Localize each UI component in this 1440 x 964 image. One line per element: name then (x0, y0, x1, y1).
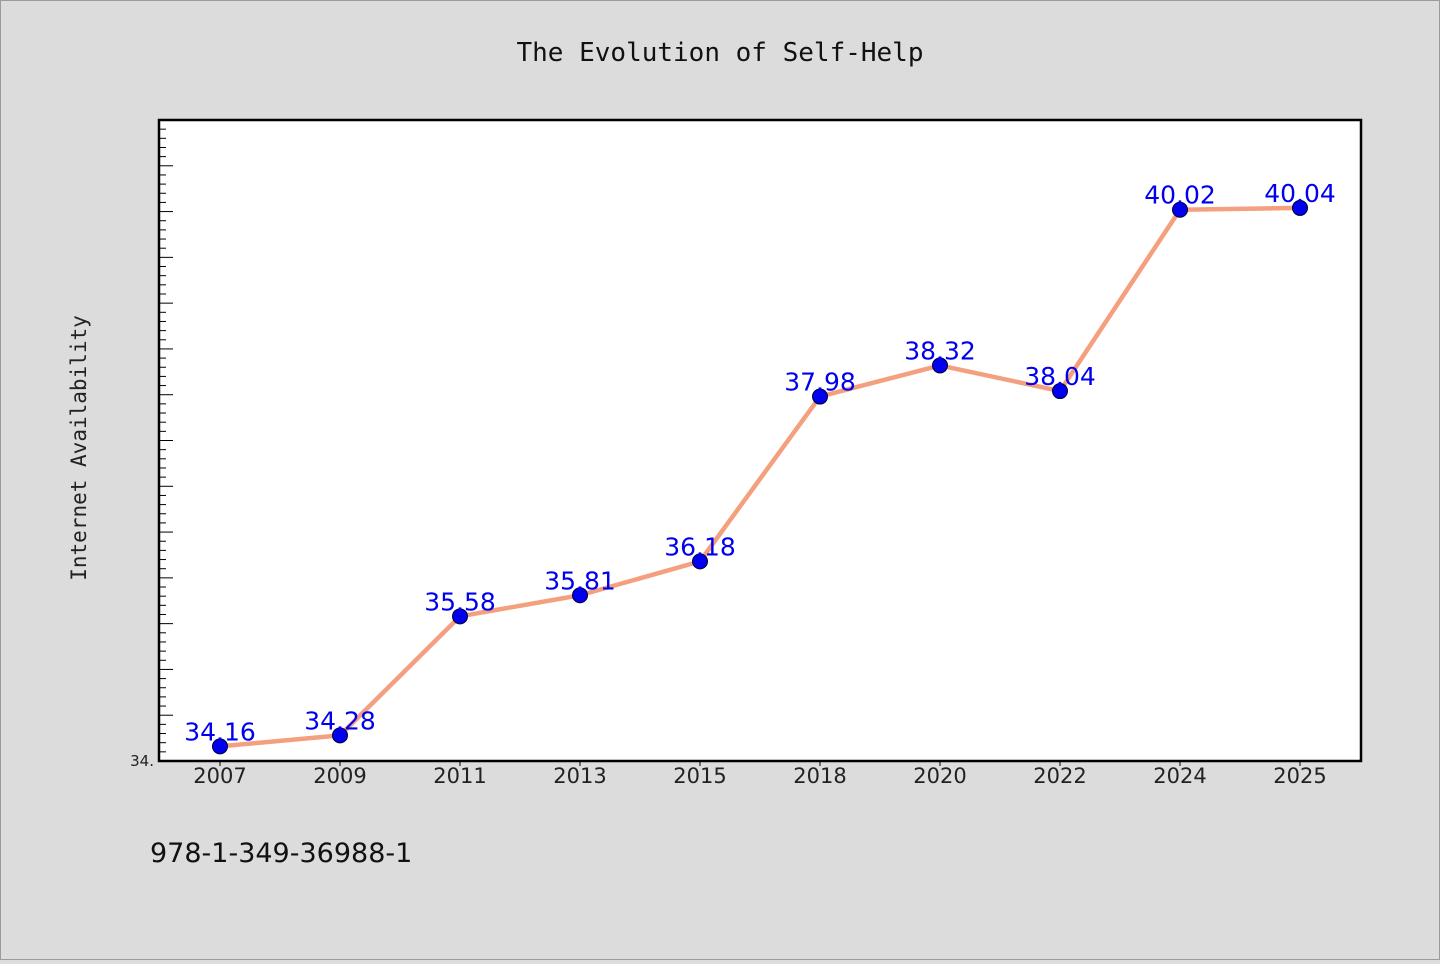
data-label: 40.02 (1144, 181, 1216, 210)
x-tick-label: 2015 (673, 764, 726, 788)
x-tick-label: 2020 (913, 764, 966, 788)
data-point (452, 608, 468, 625)
x-tick-label: 2018 (793, 764, 846, 788)
data-labels-group: 34.16 34.28 35.58 35.81 36.18 37.98 38.32 38.04… (184, 179, 1336, 746)
series-line-group (212, 199, 1308, 755)
data-point (1172, 201, 1188, 218)
data-label: 38.32 (904, 336, 976, 365)
y-tick-label: 34. (130, 752, 154, 770)
data-point (1052, 383, 1068, 400)
x-axis-ticks: 2007 2009 2011 2013 2015 2018 2020 2022 2024 2025 (193, 761, 1327, 788)
y-axis-ticks (159, 119, 173, 753)
plot-area (157, 118, 1363, 763)
data-label: 34.16 (184, 717, 256, 746)
chart-title: The Evolution of Self-Help (517, 38, 924, 68)
data-label: 37.98 (784, 368, 856, 397)
data-point (572, 587, 588, 604)
data-label: 40.04 (1264, 179, 1336, 208)
data-point (1292, 199, 1308, 216)
x-tick-label: 2025 (1273, 764, 1326, 788)
x-tick-label: 2024 (1153, 764, 1206, 788)
data-point (812, 388, 828, 405)
data-label: 38.04 (1024, 362, 1096, 391)
x-tick-label: 2011 (433, 764, 486, 788)
data-label: 35.58 (424, 587, 496, 616)
data-label: 34.28 (304, 706, 376, 735)
x-tick-label: 2013 (553, 764, 606, 788)
x-tick-label: 2022 (1033, 764, 1086, 788)
y-axis-label: Internet Availability (67, 315, 91, 581)
data-point (332, 727, 348, 744)
x-tick-label: 2009 (313, 764, 366, 788)
data-point (932, 357, 948, 374)
x-tick-label: 2007 (193, 764, 246, 788)
data-point (692, 553, 708, 570)
data-point (212, 738, 228, 755)
data-label: 35.81 (544, 566, 616, 595)
isbn-text: 978-1-349-36988-1 (150, 838, 412, 869)
series-line (217, 205, 1303, 749)
data-label: 36.18 (664, 532, 736, 561)
